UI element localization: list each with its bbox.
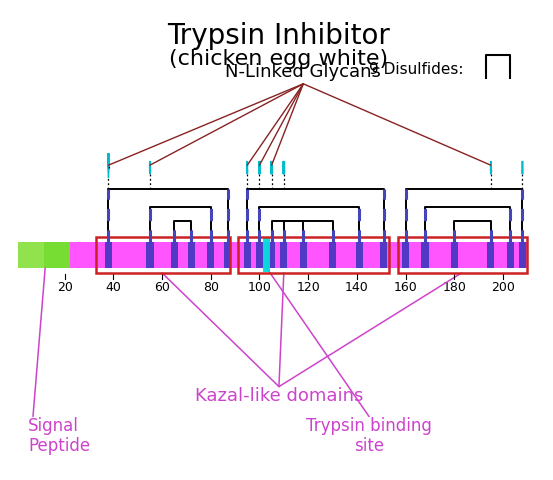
Bar (487, 242, 494, 268)
Bar (224, 242, 232, 268)
Text: (chicken egg white): (chicken egg white) (169, 49, 389, 69)
Text: 40: 40 (106, 281, 121, 294)
Bar (244, 242, 251, 268)
Bar (380, 242, 387, 268)
Text: 100: 100 (248, 281, 272, 294)
Text: Trypsin binding
site: Trypsin binding site (306, 417, 432, 456)
Bar (451, 242, 458, 268)
Bar (421, 242, 429, 268)
Text: 160: 160 (394, 281, 418, 294)
Bar (96, 237, 230, 273)
Bar (207, 242, 215, 268)
Bar (170, 242, 178, 268)
Text: 140: 140 (345, 281, 369, 294)
Bar (187, 242, 195, 268)
Text: 200: 200 (491, 281, 515, 294)
Bar (507, 242, 514, 268)
Bar (18, 242, 70, 268)
Bar (146, 242, 154, 268)
Bar (70, 242, 528, 268)
Bar (18, 242, 44, 268)
Text: N-Linked Glycans: N-Linked Glycans (226, 63, 381, 82)
Text: 80: 80 (203, 281, 219, 294)
Text: Kazal-like domains: Kazal-like domains (195, 386, 363, 405)
Bar (519, 242, 526, 268)
Bar (256, 242, 263, 268)
Text: 180: 180 (442, 281, 466, 294)
Bar (263, 238, 270, 272)
Bar (238, 237, 389, 273)
Text: 20: 20 (57, 281, 72, 294)
Text: 120: 120 (296, 281, 320, 294)
Bar (402, 242, 409, 268)
Text: Trypsin Inhibitor: Trypsin Inhibitor (168, 22, 390, 49)
Bar (329, 242, 336, 268)
Bar (105, 242, 112, 268)
Bar (398, 237, 528, 273)
Bar (280, 242, 288, 268)
Bar (356, 242, 363, 268)
Text: 9 Disulfides:: 9 Disulfides: (369, 62, 463, 77)
Bar (268, 242, 275, 268)
Text: Signal
Peptide: Signal Peptide (28, 417, 90, 456)
Text: 60: 60 (154, 281, 170, 294)
Bar (300, 242, 307, 268)
